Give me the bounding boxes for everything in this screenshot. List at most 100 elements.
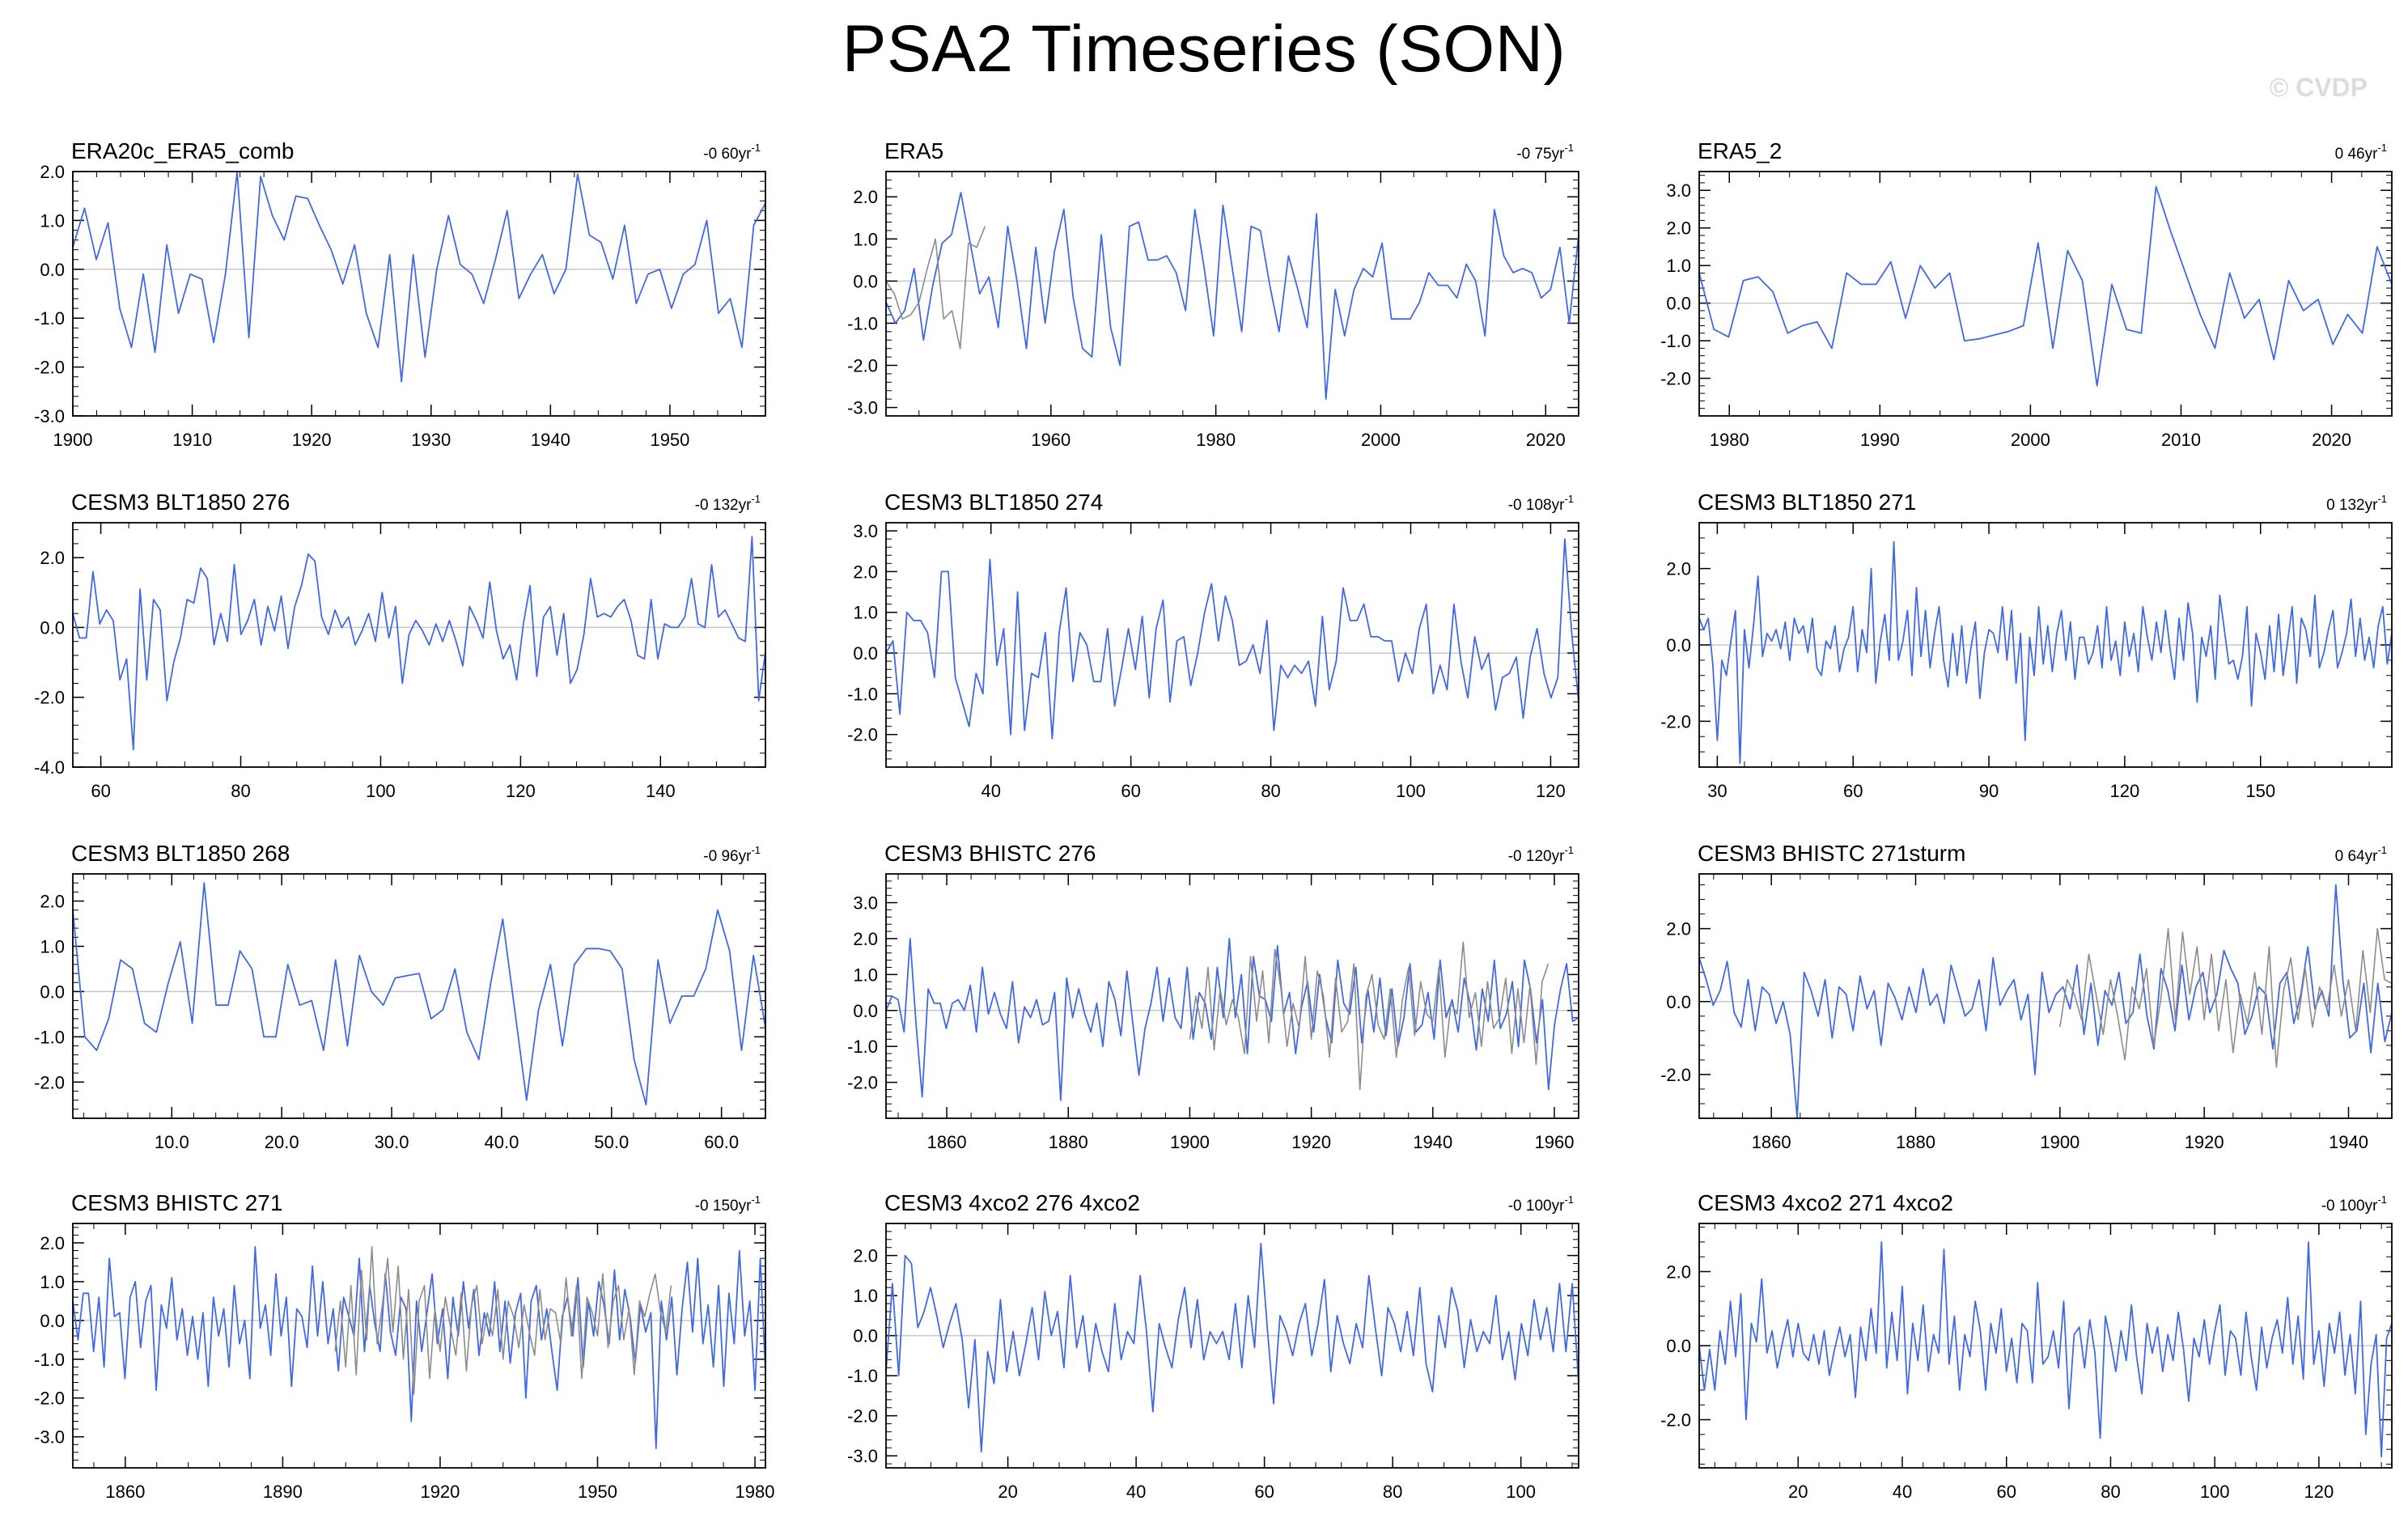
panel-10: CESM3 BHISTC 271 -0 150yr-1 2.0 1.0 0.0 -1.0 -… [34,1190,774,1502]
series-line [885,192,1579,401]
x-tick-label: 60 [1254,1482,1274,1502]
x-tick-label: 90 [1979,781,1999,801]
trend-label: -0 120yr-1 [1508,844,1574,865]
y-tick-label: -2.0 [34,688,65,708]
trend-exponent: -1 [2377,142,2387,154]
panel-title: CESM3 BLT1850 276 [71,490,290,515]
y-tick-label: -2.0 [847,1406,878,1427]
plot-frame [72,1223,766,1469]
trend-label: -0 150yr-1 [695,1194,761,1215]
x-tick-label: 80 [1383,1482,1402,1502]
trend-exponent: -1 [2377,844,2387,856]
y-tick-label: 0.0 [1666,1336,1691,1356]
x-tick-label: 120 [2110,781,2140,801]
x-tick-label: 1860 [1752,1132,1791,1152]
y-tick-label: 1.0 [40,936,65,956]
x-tick-label: 2000 [1361,430,1401,450]
x-tick-label: 1990 [1860,430,1900,450]
trend-exponent: -1 [1564,1194,1574,1206]
series-line [885,538,1579,740]
plot-frame [72,873,766,1119]
y-tick-label: -1.0 [847,1037,878,1057]
trend-value: -0 100yr [2321,1198,2378,1215]
series-line [1698,185,2393,387]
trend-label: -0 96yr-1 [703,844,761,865]
y-tick-label: 0.0 [40,617,65,638]
y-tick-label: 2.0 [1666,1261,1691,1282]
y-tick-label: 1.0 [853,229,878,249]
y-tick-label: 2.0 [853,187,878,207]
x-tick-label: 1880 [1896,1132,1935,1152]
y-tick-label: -3.0 [847,398,878,418]
trend-exponent: -1 [751,1194,761,1206]
x-tick-label: 100 [1506,1482,1536,1502]
y-tick-label: 2.0 [853,562,878,582]
panel-2: ERA5 -0 75yr-1 2.0 1.0 0.0 -1.0 -2.0 -3.0 1960 19… [847,138,1579,450]
y-tick-label: 2.0 [1666,919,1691,939]
x-tick-label: 2010 [2161,430,2201,450]
x-tick-label: 1950 [650,430,689,450]
x-tick-label: 2000 [2011,430,2050,450]
y-tick-label: -1.0 [34,1350,65,1370]
panel-7: CESM3 BLT1850 268 -0 96yr-1 2.0 1.0 0.0 -1.0 -… [34,841,766,1152]
trend-label: 0 132yr-1 [2326,493,2387,514]
panel-5: CESM3 BLT1850 274 -0 108yr-1 3.0 2.0 1.0 0.0 -… [847,490,1579,801]
plot-frame [1698,171,2393,417]
x-tick-label: 40.0 [484,1132,519,1152]
x-tick-label: 100 [1396,781,1426,801]
y-tick-label: 1.0 [853,603,878,623]
plot-frame [885,873,1579,1119]
x-tick-label: 1860 [105,1482,145,1502]
y-tick-label: 1.0 [853,1286,878,1306]
y-tick-label: 0.0 [853,1001,878,1021]
x-tick-label: 1980 [736,1482,775,1502]
y-tick-label: -4.0 [34,757,65,778]
y-tick-label: 2.0 [853,929,878,949]
y-tick-label: -1.0 [847,684,878,704]
panel-title: CESM3 BLT1850 271 [1698,490,1916,515]
panel-12: CESM3 4xco2 271 4xco2 -0 100yr-1 2.0 0.0 -2.… [1660,1190,2393,1502]
y-tick-label: 0.0 [40,1311,65,1331]
panel-title: CESM3 BHISTC 271 [71,1190,282,1215]
page-title: PSA2 Timeseries (SON) [842,12,1566,86]
trend-value: 0 64yr [2335,848,2378,865]
y-tick-label: 3.0 [1666,180,1691,201]
trend-value: -0 100yr [1508,1198,1565,1215]
series-line [885,938,1579,1101]
panel-8: CESM3 BHISTC 276 -0 120yr-1 3.0 2.0 1.0 0.0 -1… [847,841,1579,1152]
panel-title: CESM3 BHISTC 271sturm [1698,841,1965,866]
x-tick-label: 1940 [531,430,570,450]
panel-1: ERA20c_ERA5_comb -0 60yr-1 2.0 1.0 0.0 -1.0 -2… [34,138,766,450]
x-tick-label: 1950 [578,1482,617,1502]
x-tick-label: 1900 [2040,1132,2079,1152]
x-tick-label: 2020 [1526,430,1566,450]
x-tick-label: 20 [998,1482,1017,1502]
y-tick-label: 3.0 [853,521,878,541]
panel-title: ERA5_2 [1698,138,1782,163]
panel-9: CESM3 BHISTC 271sturm 0 64yr-1 2.0 0.0 -2.0 1… [1660,841,2393,1152]
trend-exponent: -1 [751,493,761,505]
y-tick-label: -2.0 [847,356,878,376]
series-line [72,171,766,383]
y-tick-label: 1.0 [40,1272,65,1292]
panel-3: ERA5_2 0 46yr-1 3.0 2.0 1.0 0.0 -1.0 -2.0 1980 19… [1660,138,2393,450]
y-tick-label: 1.0 [853,965,878,985]
x-tick-label: 80 [2101,1482,2120,1502]
observed-overlay-line [1189,941,1550,1091]
x-tick-label: 120 [506,781,536,801]
x-tick-label: 60 [1121,781,1140,801]
panel-title: CESM3 BLT1850 268 [71,841,290,866]
x-tick-label: 100 [2200,1482,2230,1502]
y-tick-label: -2.0 [34,1072,65,1092]
y-tick-label: 1.0 [1666,256,1691,276]
y-tick-label: -3.0 [847,1446,878,1466]
observed-overlay-line [2059,927,2393,1068]
trend-label: -0 100yr-1 [2321,1194,2387,1215]
y-tick-label: 2.0 [1666,218,1691,239]
x-tick-label: 40 [1126,1482,1146,1502]
x-tick-label: 1890 [263,1482,303,1502]
x-tick-label: 1920 [2185,1132,2224,1152]
x-tick-label: 80 [1261,781,1280,801]
x-tick-label: 1900 [1170,1132,1210,1152]
